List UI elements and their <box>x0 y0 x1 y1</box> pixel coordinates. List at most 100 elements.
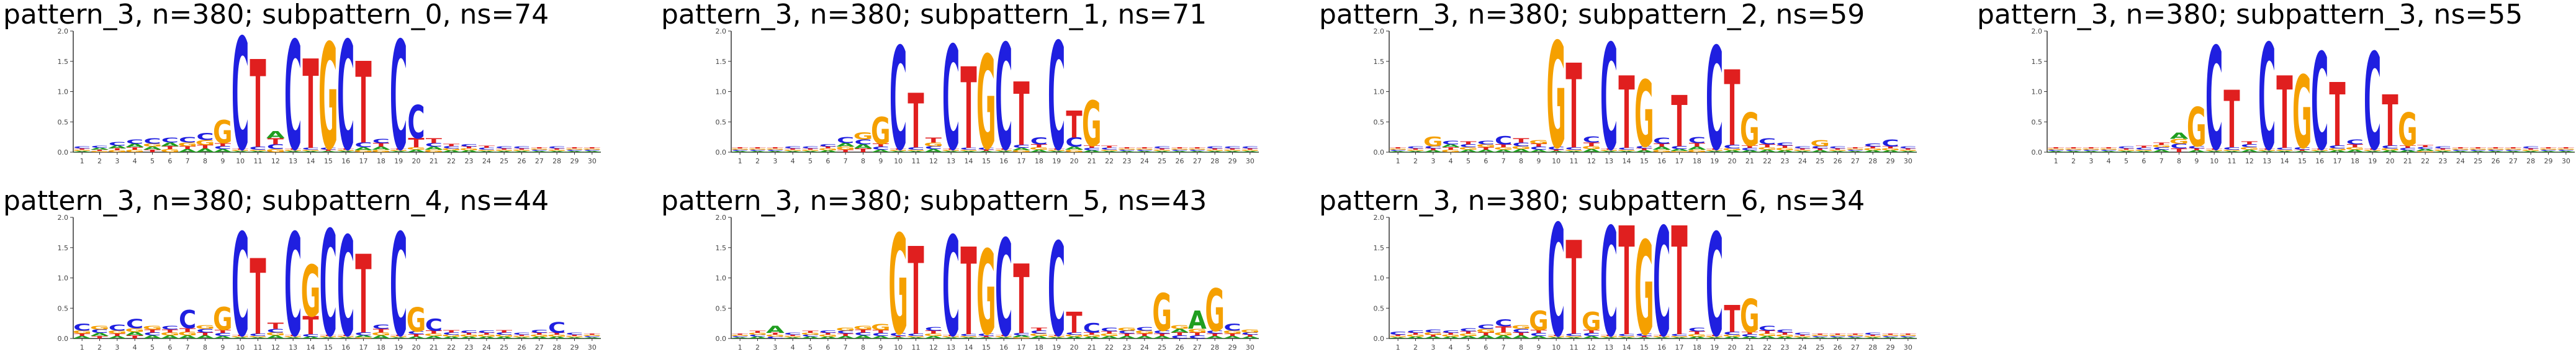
y-tick-label: 1.0 <box>1374 88 1385 96</box>
logo-letter-G: G <box>1047 150 1066 152</box>
x-tick-label: 25 <box>1816 343 1824 352</box>
logo-letter-G: G <box>1406 150 1426 152</box>
logo-letter-G: G <box>2468 148 2488 150</box>
logo-letter-C: C <box>267 328 284 334</box>
logo-letter-T: T <box>1795 335 1811 337</box>
logo-letter-A: A <box>749 151 767 153</box>
logo-letter-T: T <box>890 148 907 150</box>
y-tick-label: 1.5 <box>58 58 69 66</box>
logo-letter-C: C <box>583 150 601 152</box>
logo-letter-G: G <box>2222 150 2242 152</box>
logo-letter-A: A <box>1135 151 1154 153</box>
x-tick-label: 20 <box>412 157 421 165</box>
logo-letter-C: C <box>1425 145 1442 149</box>
logo-letter-A: A <box>924 148 943 153</box>
logo-letter-C: C <box>513 333 530 336</box>
y-tick-label: 1.5 <box>716 244 727 252</box>
y-tick-label: 2.0 <box>1374 214 1385 222</box>
logo-letter-C: C <box>1776 142 1793 147</box>
logo-letter-A: A <box>1793 151 1812 153</box>
logo-letter-C: C <box>372 138 390 145</box>
logo-letter-A: A <box>425 146 444 151</box>
logo-letter-C: C <box>179 135 196 144</box>
logo-letter-A: A <box>1600 337 1618 339</box>
logo-letter-A: A <box>565 151 584 153</box>
logo-letter-G: G <box>230 150 250 152</box>
logo-letter-C: C <box>2223 147 2240 150</box>
logo-letter-C: C <box>1407 147 1424 150</box>
x-tick-label: 28 <box>1210 343 1219 352</box>
logo-letter-T: T <box>996 148 1012 150</box>
logo-letter-A: A <box>1652 146 1672 151</box>
x-tick-label: 23 <box>2439 157 2448 165</box>
x-tick-label: 21 <box>1745 343 1754 352</box>
logo-letter-G: G <box>2240 147 2259 150</box>
x-tick-label: 8 <box>861 343 865 352</box>
x-tick-label: 28 <box>1868 157 1877 165</box>
logo-letter-T: T <box>584 334 601 335</box>
x-tick-label: 1 <box>80 343 84 352</box>
logo-letter-G: G <box>441 335 461 338</box>
x-tick-label: 4 <box>2107 157 2111 165</box>
logo-letter-A: A <box>1171 151 1189 153</box>
x-tick-label: 23 <box>1781 157 1790 165</box>
logo-letter-G: G <box>818 335 838 338</box>
logo-letter-C: C <box>819 144 837 148</box>
logo-letter-C: C <box>1223 322 1241 333</box>
logo-letter-A: A <box>1705 151 1724 153</box>
x-tick-label: 21 <box>1088 343 1096 352</box>
logo-letter-T: T <box>2329 66 2345 166</box>
y-tick-label: 1.5 <box>2032 58 2043 66</box>
logo-letter-A: A <box>1881 337 1900 339</box>
logo-letter-G: G <box>494 150 514 152</box>
logo-letter-A: A <box>836 335 855 339</box>
logo-letter-C: C <box>1189 335 1206 340</box>
logo-letter-A: A <box>2434 151 2452 153</box>
logo-letter-G: G <box>477 335 497 338</box>
logo-panel: pattern_3, n=380; subpattern_3, ns=55 0.0… <box>1977 0 2576 183</box>
logo-letter-G: G <box>424 333 444 337</box>
x-tick-label: 15 <box>982 157 991 165</box>
logo-letter-C: C <box>1899 336 1917 338</box>
logo-letter-A: A <box>91 332 110 337</box>
logo-letter-T: T <box>1171 332 1187 337</box>
logo-letter-A: A <box>1723 336 1742 339</box>
x-tick-label: 22 <box>1105 343 1114 352</box>
logo-letter-A: A <box>302 151 320 153</box>
logo-letter-T: T <box>1531 329 1547 334</box>
logo-letter-A: A <box>1565 337 1583 339</box>
logo-letter-A: A <box>1205 151 1224 153</box>
logo-letter-C: C <box>2241 143 2258 148</box>
logo-letter-C: C <box>1706 19 1723 183</box>
logo-letter-A: A <box>1030 149 1049 153</box>
logo-letter-C: C <box>425 315 443 334</box>
logo-letter-C: C <box>1030 135 1048 147</box>
logo-letter-A: A <box>1512 148 1531 153</box>
logo-letter-C: C <box>978 333 995 337</box>
logo-letter-T: T <box>215 142 231 147</box>
logo-letter-C: C <box>2452 150 2469 152</box>
logo-letter-T: T <box>285 148 302 150</box>
logo-letter-G: G <box>1723 148 1742 152</box>
logo-letter-G: G <box>301 250 321 333</box>
logo-letter-A: A <box>495 151 513 153</box>
logo-letter-G: G <box>2503 148 2523 150</box>
logo-letter-C: C <box>1118 330 1135 335</box>
logo-letter-A: A <box>871 149 891 153</box>
logo-letter-A: A <box>2539 151 2558 153</box>
x-tick-label: 23 <box>1123 343 1132 352</box>
logo-letter-T: T <box>1706 148 1723 150</box>
y-tick-label: 0.5 <box>58 304 69 312</box>
logo-letter-G: G <box>1441 335 1461 338</box>
logo-letter-C: C <box>1618 148 1635 151</box>
logo-letter-G: G <box>90 325 110 331</box>
logo-letter-T: T <box>1724 297 1741 340</box>
logo-letter-G: G <box>1459 147 1479 150</box>
logo-letter-G: G <box>283 336 303 338</box>
logo-letter-G: G <box>1546 12 1566 181</box>
logo-letter-C: C <box>2205 19 2223 183</box>
logo-letter-G: G <box>765 148 785 150</box>
logo-letter-G: G <box>512 336 532 338</box>
logo-letter-G: G <box>801 333 821 336</box>
logo-letter-C: C <box>531 150 548 152</box>
